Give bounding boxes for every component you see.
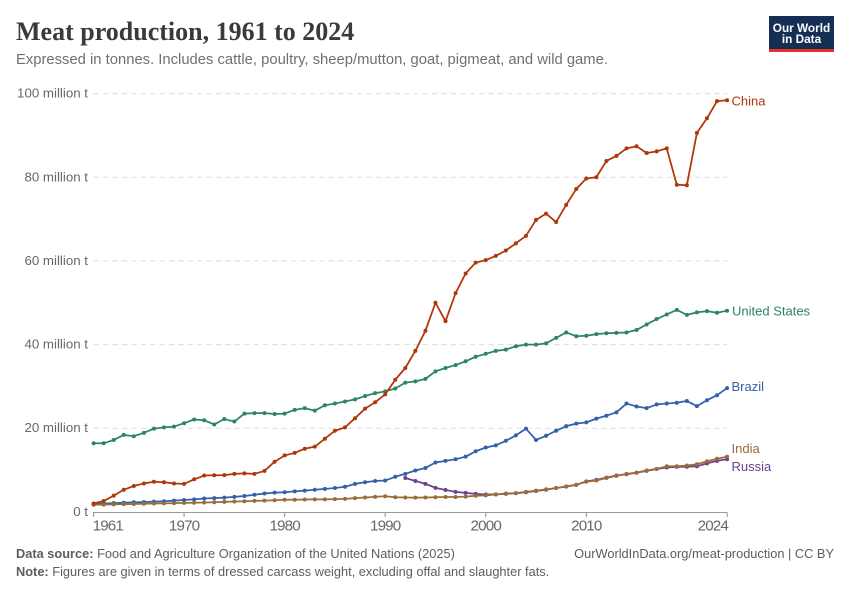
svg-text:2010: 2010 xyxy=(571,518,602,535)
svg-text:60 million t: 60 million t xyxy=(24,253,88,268)
svg-text:India: India xyxy=(732,441,761,456)
svg-text:0 t: 0 t xyxy=(73,504,88,519)
svg-text:1961: 1961 xyxy=(93,518,124,535)
svg-text:2024: 2024 xyxy=(698,518,729,535)
svg-text:1990: 1990 xyxy=(370,518,401,535)
svg-text:Brazil: Brazil xyxy=(732,379,765,394)
svg-text:40 million t: 40 million t xyxy=(24,337,88,352)
svg-text:1980: 1980 xyxy=(269,518,300,535)
svg-text:China: China xyxy=(732,94,767,109)
svg-text:1970: 1970 xyxy=(169,518,200,535)
svg-text:2000: 2000 xyxy=(471,518,502,535)
svg-text:20 million t: 20 million t xyxy=(24,420,88,435)
svg-text:100 million t: 100 million t xyxy=(17,86,88,101)
svg-text:United States: United States xyxy=(732,304,811,319)
svg-text:Russia: Russia xyxy=(732,459,773,474)
svg-text:80 million t: 80 million t xyxy=(24,169,88,184)
